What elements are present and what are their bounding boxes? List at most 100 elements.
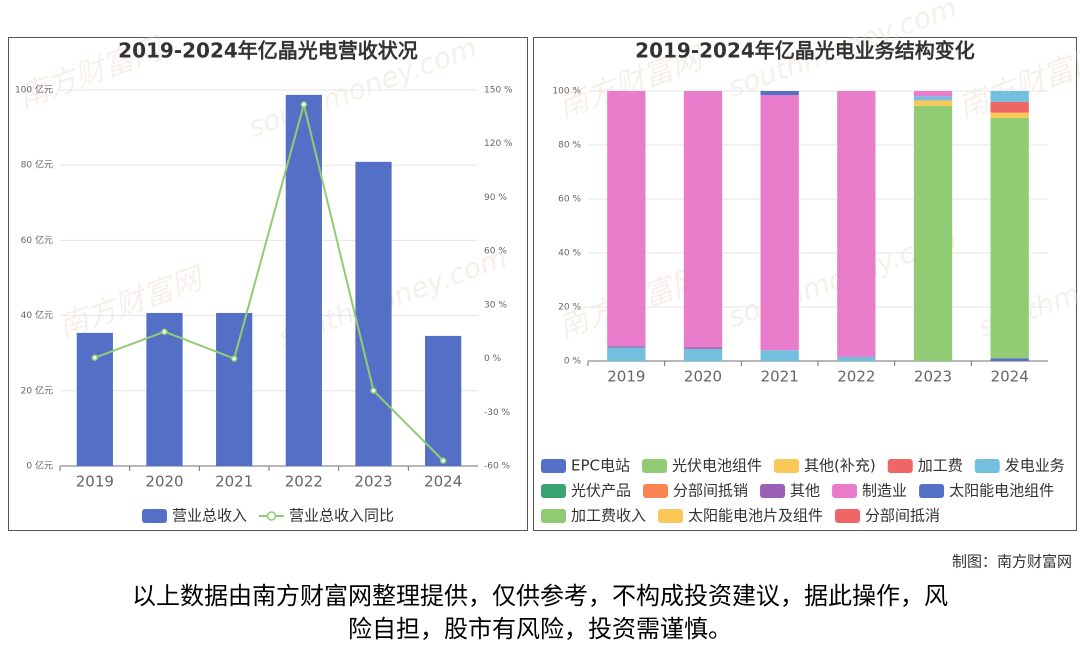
legend-swatch [541, 484, 566, 498]
bar [990, 112, 1029, 118]
legend-swatch [541, 459, 566, 473]
y-tick-label: 60 % [558, 195, 581, 205]
legend-label: 营业总收入 [172, 507, 247, 525]
legend-swatch [266, 511, 277, 521]
line-point [300, 101, 308, 108]
chart-title: 2019-2024年亿晶光电营收状况 [118, 39, 418, 63]
y-tick-label: 40 亿元 [21, 309, 53, 321]
legend-label: 分部间抵销 [673, 482, 748, 500]
y-tick-label: 60 亿元 [21, 234, 53, 246]
panel-right [533, 37, 1077, 531]
y-tick-label: 20 % [558, 303, 581, 313]
chart-title: 2019-2024年亿晶光电业务结构变化 [635, 39, 975, 63]
y-tick-label: 100 亿元 [15, 84, 53, 96]
bar [913, 91, 953, 97]
bar [683, 91, 723, 348]
bar [990, 91, 1029, 102]
legend-label: EPC电站 [571, 457, 630, 475]
bar [913, 105, 953, 361]
bar [990, 358, 1029, 361]
y2-tick-label: 90 % [484, 193, 507, 203]
bar [607, 346, 646, 348]
line-point [230, 355, 238, 362]
y2-tick-label: 60 % [484, 247, 507, 257]
bar [760, 350, 799, 361]
legend-swatch [887, 459, 913, 473]
bar [990, 118, 1029, 359]
y-tick-label: 0 % [564, 357, 582, 367]
legend-swatch [835, 509, 861, 523]
y2-tick-label: -30 % [484, 408, 511, 418]
bar [913, 96, 953, 101]
bar [683, 348, 723, 361]
x-tick-label: 2019 [607, 368, 645, 386]
legend-label: 营业总收入同比 [289, 507, 394, 525]
legend-label: 光伏电池组件 [672, 457, 762, 475]
y-tick-label: 80 亿元 [21, 159, 53, 171]
panel-left [8, 37, 528, 531]
line-point [91, 354, 99, 361]
y-tick-label: 100 % [552, 87, 581, 97]
y-tick-label: 20 亿元 [21, 384, 53, 396]
y2-tick-label: -60 % [484, 462, 511, 472]
x-tick-label: 2021 [215, 473, 253, 491]
x-tick-label: 2022 [285, 473, 323, 491]
line-point [161, 328, 168, 335]
credit: 制图：南方财富网 [952, 553, 1072, 571]
legend-label: 其他 [790, 482, 820, 500]
legend-label: 制造业 [862, 482, 907, 500]
legend-label: 太阳能电池片及组件 [688, 507, 823, 525]
legend-swatch [919, 484, 945, 498]
legend-swatch [760, 484, 786, 498]
legend-label: 光伏产品 [571, 482, 631, 500]
x-tick-label: 2023 [354, 473, 392, 491]
bar [837, 91, 876, 357]
line-point [439, 457, 447, 464]
bar [146, 312, 183, 466]
bar [760, 95, 799, 351]
legend-swatch [141, 509, 167, 523]
x-tick-label: 2024 [424, 473, 462, 491]
bar [425, 335, 462, 466]
bar [355, 161, 392, 467]
x-tick-label: 2024 [991, 368, 1029, 386]
x-tick-label: 2023 [914, 368, 952, 386]
legend-swatch [658, 509, 684, 523]
bar [683, 347, 723, 349]
y2-tick-label: 30 % [484, 300, 507, 310]
bar [990, 101, 1029, 113]
disclaimer: 险自担，股市有风险，投资需谨慎。 [348, 615, 732, 643]
legend-label: 太阳能电池组件 [949, 482, 1054, 500]
x-tick-label: 2020 [145, 473, 183, 491]
y-tick-label: 80 % [558, 141, 581, 151]
bar [607, 347, 646, 361]
legend-swatch [642, 459, 667, 473]
bar [837, 356, 876, 361]
legend-swatch [541, 509, 566, 523]
y2-tick-label: 150 % [484, 86, 513, 96]
y2-tick-label: 0 % [484, 354, 502, 364]
line [94, 100, 444, 462]
bar [216, 312, 253, 466]
bar [913, 100, 953, 106]
line-point [370, 387, 377, 394]
legend-label: 其他(补充) [804, 457, 876, 475]
legend-swatch [974, 459, 1000, 473]
legend-label: 发电业务 [1005, 457, 1065, 475]
bar [760, 91, 799, 96]
y-tick-label: 0 亿元 [26, 460, 53, 472]
legend-swatch [643, 484, 669, 498]
x-tick-label: 2022 [837, 368, 875, 386]
x-tick-label: 2021 [761, 368, 799, 386]
y-tick-label: 40 % [558, 249, 581, 259]
disclaimer: 以上数据由南方财富网整理提供，仅供参考，不构成投资建议，据此操作，风 [132, 582, 948, 610]
bar [607, 91, 646, 347]
y2-tick-label: 120 % [484, 139, 513, 149]
x-tick-label: 2019 [76, 473, 114, 491]
legend-label: 加工费 [918, 457, 963, 475]
legend-swatch [774, 459, 800, 473]
legend-swatch [832, 484, 858, 498]
legend-label: 分部间抵消 [865, 507, 940, 525]
x-tick-label: 2020 [684, 368, 722, 386]
